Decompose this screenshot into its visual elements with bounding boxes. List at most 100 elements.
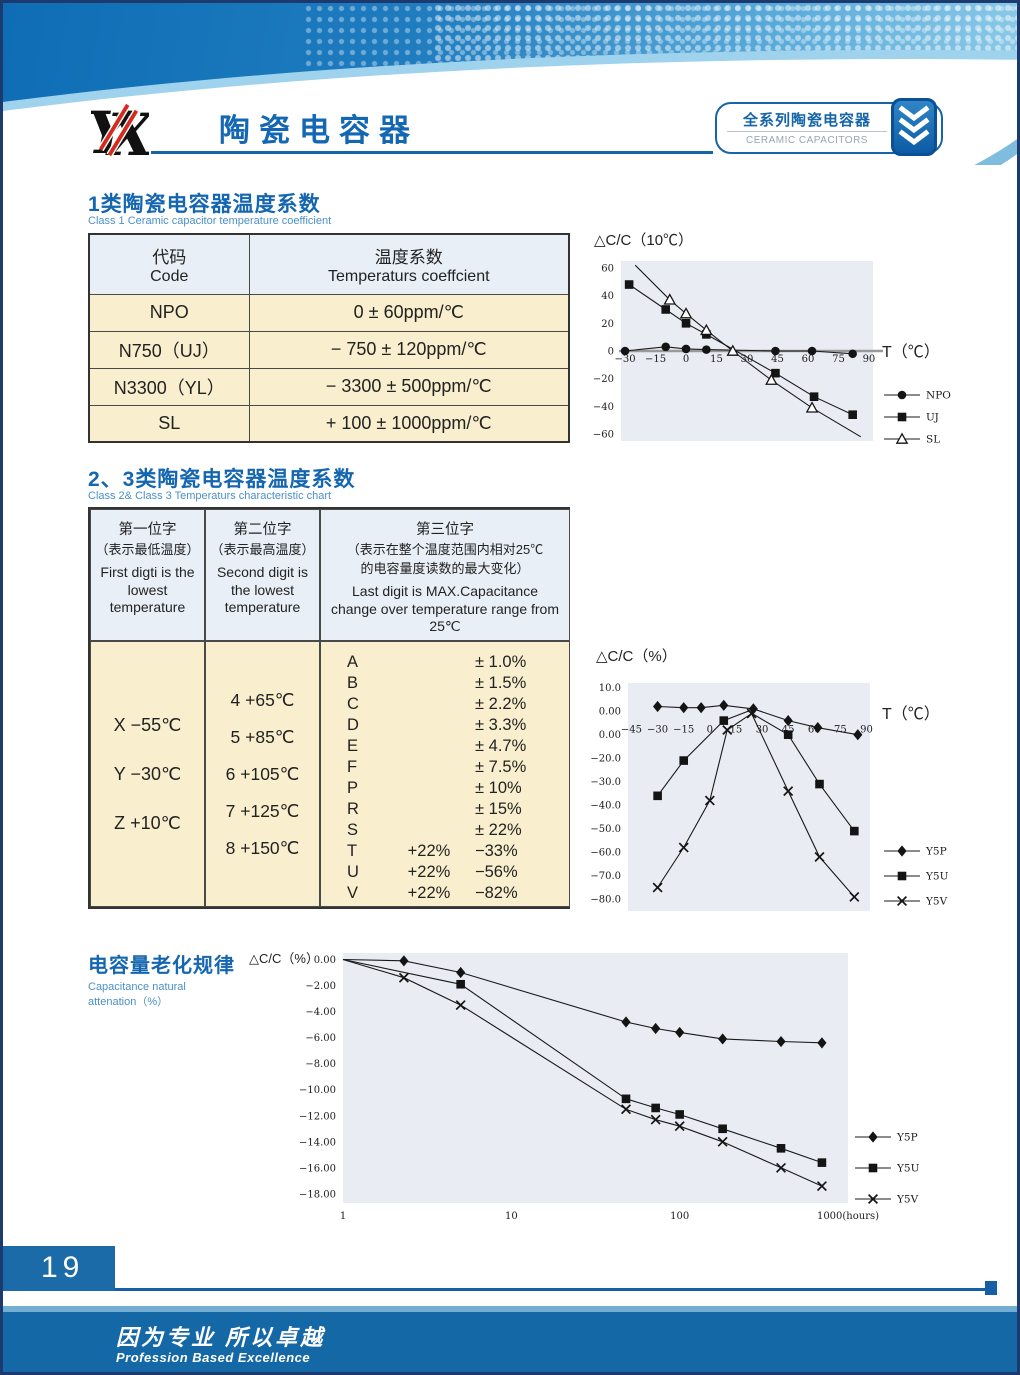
svg-text:−15: −15 xyxy=(673,724,694,735)
svg-text:−14.00: −14.00 xyxy=(299,1137,336,1148)
section2-title: 2、3类陶瓷电容器温度系数 xyxy=(88,468,356,491)
tolerance-value: ± 7.5% xyxy=(475,758,527,776)
tolerance-row: D ± 3.3% xyxy=(347,715,569,736)
svg-text:45: 45 xyxy=(782,724,795,735)
svg-text:90: 90 xyxy=(860,724,873,735)
col-code-header: 代码 Code xyxy=(88,233,250,295)
svg-text:Y5U: Y5U xyxy=(896,1163,920,1175)
title-underline xyxy=(151,151,713,154)
table-row: NPO 0 ± 60ppm/℃ xyxy=(88,293,570,332)
table-cell: N3300（YL） xyxy=(88,367,250,406)
section2-subtitle: Class 2& Class 3 Temperaturs characteris… xyxy=(88,490,332,502)
temp-code-line: X −55℃ xyxy=(113,714,182,735)
tolerance-row: E ± 4.7% xyxy=(347,736,569,757)
tolerance-row: V +22% −82% xyxy=(347,883,569,904)
svg-text:−2.00: −2.00 xyxy=(305,981,336,992)
svg-text:−4.00: −4.00 xyxy=(305,1007,336,1018)
highest-temp-lines: 4 +65℃ 5 +85℃ 6 +105℃ 7 +125℃ 8 +150℃ xyxy=(206,642,319,906)
tolerance-grid: A ± 1.0% B ± 1.5% C ± 2.2% D ± 3.3% E ± 4.7% F ± 7.… xyxy=(321,642,569,904)
svg-text:10: 10 xyxy=(505,1211,518,1222)
svg-text:20: 20 xyxy=(601,319,614,330)
section3-subtitle: Capacitance natural attenation（%） xyxy=(88,981,186,1008)
svg-text:Y5U: Y5U xyxy=(925,871,949,883)
section3-title: 电容量老化规律 xyxy=(88,955,235,977)
svg-text:75: 75 xyxy=(832,354,845,365)
lowest-temp-cell: X −55℃ Y −30℃ Z +10℃ xyxy=(90,641,205,907)
section1-title: 1类陶瓷电容器温度系数 xyxy=(88,193,321,216)
svg-text:10.0: 10.0 xyxy=(599,683,621,694)
svg-text:0.00: 0.00 xyxy=(314,955,336,966)
table-header-row: 代码 Code 温度系数 Temperaturs coeffcient xyxy=(88,233,570,295)
tolerance-plus: +22% xyxy=(407,842,451,860)
tolerance-value: ± 3.3% xyxy=(475,716,527,734)
svg-text:SL: SL xyxy=(926,434,940,446)
tolerance-letter: D xyxy=(347,716,359,734)
svg-text:100: 100 xyxy=(670,1211,689,1222)
chart3-canvas-svg: 0.00 −2.00 −4.00 −6.00 −8.00 −10.00 −12.00 −14.… xyxy=(249,951,920,1222)
svg-text:−70.0: −70.0 xyxy=(590,871,621,882)
table-cell: SL xyxy=(88,404,250,443)
svg-text:UJ: UJ xyxy=(926,412,939,424)
table-cell: − 3300 ± 500ppm/℃ xyxy=(248,367,570,406)
svg-text:−40.0: −40.0 xyxy=(590,801,621,812)
svg-text:△C/C（%）: △C/C（%） xyxy=(596,648,677,665)
col-coefficient-header: 温度系数 Temperaturs coeffcient xyxy=(248,233,570,295)
company-logo: Y X xyxy=(87,99,155,165)
yx-logo-icon: Y X xyxy=(87,99,155,165)
tolerance-row: P ± 10% xyxy=(347,778,569,799)
temp-code-line: Y −30℃ xyxy=(113,763,182,784)
svg-text:−12.00: −12.00 xyxy=(299,1111,336,1122)
footer-stripe xyxy=(3,1306,1017,1312)
tolerance-letter: T xyxy=(347,842,358,860)
svg-text:−45: −45 xyxy=(621,724,642,735)
svg-text:0.00: 0.00 xyxy=(599,730,621,741)
section1-subtitle: Class 1 Ceramic capacitor temperature co… xyxy=(88,215,332,227)
badge-title: 全系列陶瓷电容器 xyxy=(742,112,871,129)
tolerance-value: −56% xyxy=(475,863,518,881)
tolerance-letter: C xyxy=(347,695,359,713)
tolerance-row: C ± 2.2% xyxy=(347,694,569,715)
tolerance-row: B ± 1.5% xyxy=(347,673,569,694)
svg-text:60: 60 xyxy=(808,724,821,735)
page-header: Y X 陶瓷电容器 全系列陶瓷电容器 CERAMIC CAPACITORS xyxy=(3,3,1017,165)
tolerance-letter: V xyxy=(347,884,359,902)
class1-table: 代码 Code 温度系数 Temperaturs coeffcient NPO 0… xyxy=(88,233,570,443)
page-title: 陶瓷电容器 xyxy=(219,113,419,148)
svg-text:−60: −60 xyxy=(593,430,614,441)
temp-code-line: Z +10℃ xyxy=(114,812,181,833)
first-digit-header: 第一位字 （表示最低温度） First digti is the lowest … xyxy=(90,509,205,641)
chart2-canvas-svg: 10.0 0.00 0.00 −20.0 −30.0 −40.0 −50.0 −60.0 −70… xyxy=(590,648,949,911)
svg-text:Y5P: Y5P xyxy=(896,1132,918,1144)
footer-rule xyxy=(115,1288,987,1291)
svg-text:0.00: 0.00 xyxy=(599,707,621,718)
tolerance-row: U +22% −56% xyxy=(347,862,569,883)
table-row: N750（UJ） − 750 ± 120ppm/℃ xyxy=(88,330,570,369)
tolerance-value: ± 4.7% xyxy=(475,737,527,755)
table-cell: NPO xyxy=(88,293,250,332)
svg-text:0: 0 xyxy=(683,354,689,365)
svg-text:−30: −30 xyxy=(615,354,636,365)
tolerance-value: ± 15% xyxy=(475,800,522,818)
tolerance-letter: B xyxy=(347,674,359,692)
tolerance-value: ± 22% xyxy=(475,821,522,839)
series-badge: 全系列陶瓷电容器 CERAMIC CAPACITORS xyxy=(715,98,943,156)
table-cell: 0 ± 60ppm/℃ xyxy=(248,293,570,332)
slogan-en: Profession Based Excellence xyxy=(116,1350,311,1365)
table-cell: N750（UJ） xyxy=(88,330,250,369)
svg-text:Y5V: Y5V xyxy=(896,1194,919,1206)
svg-text:T（℃）: T（℃） xyxy=(882,705,940,723)
temp-code-line: 8 +150℃ xyxy=(225,837,300,858)
class23-table: 第一位字 （表示最低温度） First digti is the lowest … xyxy=(88,507,570,909)
svg-text:15: 15 xyxy=(710,354,723,365)
tolerance-plus: +22% xyxy=(407,863,451,881)
svg-text:90: 90 xyxy=(863,354,876,365)
chart1-canvas-svg: 60 40 20 0 −20 −40 −60 −30 −15 0 15 30 45 60 75 90 △C/C（… xyxy=(593,232,951,446)
svg-text:75: 75 xyxy=(834,724,847,735)
svg-text:−30: −30 xyxy=(647,724,668,735)
svg-text:45: 45 xyxy=(771,354,784,365)
page-number-box: 19 xyxy=(3,1246,115,1291)
svg-text:30: 30 xyxy=(756,724,769,735)
third-digit-header: 第三位字 （表示在整个温度范围内相对25℃ 的电容量度读数的最大变化） Last… xyxy=(320,509,570,641)
svg-text:−80.0: −80.0 xyxy=(590,895,621,906)
